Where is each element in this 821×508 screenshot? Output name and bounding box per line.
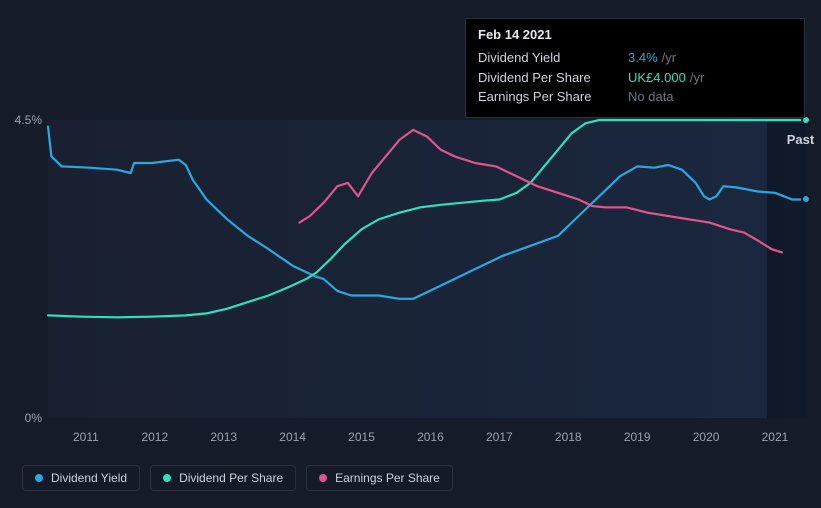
x-axis-label: 2018 xyxy=(555,430,582,444)
y-axis-label-min: 0% xyxy=(25,411,42,425)
legend-dot-icon xyxy=(319,474,327,482)
x-axis-label: 2011 xyxy=(73,430,99,444)
series-earnings_per_share xyxy=(300,130,782,253)
tooltip-key: Dividend Yield xyxy=(478,48,628,68)
chart-lines xyxy=(48,120,806,418)
legend-dot-icon xyxy=(35,474,43,482)
x-axis-label: 2015 xyxy=(348,430,375,444)
tooltip-unit: /yr xyxy=(690,68,704,88)
tooltip-value: UK£4.000 xyxy=(628,68,686,88)
tooltip-row: Dividend Yield3.4% /yr xyxy=(478,48,792,68)
legend-item-dividend-yield[interactable]: Dividend Yield xyxy=(22,465,140,491)
x-axis-label: 2019 xyxy=(624,430,651,444)
tooltip-row: Earnings Per ShareNo data xyxy=(478,87,792,107)
x-axis-label: 2016 xyxy=(417,430,444,444)
dividend-chart: Past 4.5% 0% 201120122013201420152016201… xyxy=(0,0,821,508)
series-end-dot-dividend_yield xyxy=(801,194,811,204)
x-axis: 2011 2012 2013 2014 2015 2016 2017 2018 2019 2020… xyxy=(48,430,806,446)
legend-item-earnings-per-share[interactable]: Earnings Per Share xyxy=(306,465,453,491)
legend-label: Dividend Per Share xyxy=(179,471,283,485)
x-axis-label: 2014 xyxy=(279,430,306,444)
series-dividend_yield xyxy=(48,127,806,299)
tooltip-value: No data xyxy=(628,87,674,107)
legend-item-dividend-per-share[interactable]: Dividend Per Share xyxy=(150,465,296,491)
tooltip-unit: /yr xyxy=(662,48,676,68)
x-axis-label: 2021 xyxy=(762,430,789,444)
legend-label: Dividend Yield xyxy=(51,471,127,485)
x-axis-label: 2013 xyxy=(210,430,237,444)
tooltip-value: 3.4% xyxy=(628,48,658,68)
tooltip-key: Earnings Per Share xyxy=(478,87,628,107)
tooltip-key: Dividend Per Share xyxy=(478,68,628,88)
chart-tooltip: Feb 14 2021 Dividend Yield3.4%/yrDividen… xyxy=(465,18,805,118)
x-axis-label: 2020 xyxy=(693,430,720,444)
x-axis-label: 2017 xyxy=(486,430,513,444)
chart-legend: Dividend Yield Dividend Per Share Earnings… xyxy=(22,465,453,491)
tooltip-row: Dividend Per ShareUK£4.000/yr xyxy=(478,68,792,88)
legend-dot-icon xyxy=(163,474,171,482)
y-axis-label-max: 4.5% xyxy=(15,113,42,127)
x-axis-label: 2012 xyxy=(141,430,168,444)
tooltip-date: Feb 14 2021 xyxy=(478,27,792,42)
plot-area[interactable]: Past 4.5% 0% xyxy=(48,120,806,418)
legend-label: Earnings Per Share xyxy=(335,471,440,485)
series-dividend_per_share xyxy=(48,120,806,317)
